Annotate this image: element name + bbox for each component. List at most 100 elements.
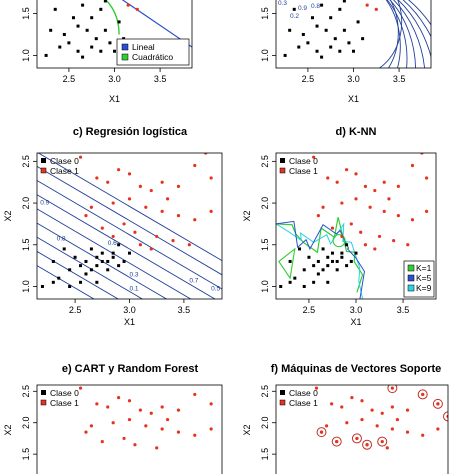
data-point — [316, 259, 320, 263]
data-point — [79, 280, 83, 284]
y-axis-label: X2 — [3, 424, 13, 435]
contour-label: 0.3 — [130, 271, 139, 278]
data-point — [160, 427, 164, 431]
data-point — [375, 424, 379, 428]
legend-label: Clase 1 — [50, 166, 79, 176]
x-tick-label: 3.5 — [178, 305, 191, 315]
data-point — [363, 184, 368, 188]
data-point — [335, 259, 339, 263]
data-point — [40, 284, 44, 288]
data-point — [324, 424, 329, 428]
data-point — [320, 55, 324, 59]
data-point — [355, 436, 359, 441]
data-point — [421, 392, 425, 397]
data-point — [326, 255, 330, 259]
data-point — [314, 386, 319, 390]
x-tick-label: 3.0 — [123, 305, 136, 315]
data-point — [78, 386, 83, 390]
data-point — [51, 280, 55, 284]
data-point — [349, 259, 353, 263]
data-point — [424, 176, 429, 180]
data-point — [297, 45, 301, 49]
data-point — [176, 184, 181, 188]
data-point — [67, 41, 71, 45]
y-tick-label: 2.0 — [260, 197, 270, 210]
contour-label: 0.7 — [189, 277, 198, 284]
y-tick-label: 2.5 — [260, 385, 270, 398]
data-point — [94, 37, 98, 41]
data-point — [356, 20, 360, 24]
panel-title: e) CART y Random Forest — [62, 363, 199, 375]
support-vector-ring — [432, 398, 443, 409]
probability-contour — [37, 265, 95, 299]
data-point — [187, 243, 191, 247]
data-point — [176, 430, 181, 434]
probability-contour — [37, 208, 192, 299]
data-point — [135, 7, 139, 11]
density-contour — [402, 0, 431, 38]
y-tick-label: 2.5 — [21, 155, 31, 168]
y-tick-label: 2.0 — [260, 416, 270, 429]
data-point — [73, 255, 77, 259]
data-point — [316, 213, 320, 218]
data-point — [335, 439, 339, 444]
density-contour — [408, 0, 431, 26]
legend-label: Lineal — [132, 42, 155, 52]
data-point — [51, 259, 55, 263]
probability-contour — [37, 153, 222, 262]
panel-c: c) Regresión logística 0.9 0.8 0.6 0.3 0.1 0.7… — [3, 126, 223, 327]
contour-label: 0.9 — [298, 5, 307, 12]
data-point — [193, 392, 197, 397]
knn-island — [278, 247, 296, 280]
data-point — [79, 264, 83, 268]
data-point — [326, 176, 330, 180]
x-axis-label: X1 — [124, 317, 135, 327]
legend-label: K=1 — [416, 263, 432, 273]
x-tick-label: 3.5 — [154, 74, 167, 84]
data-point — [100, 259, 104, 263]
legend-label: Clase 1 — [50, 398, 79, 408]
data-point — [176, 213, 181, 218]
data-point — [406, 243, 410, 247]
data-point — [370, 408, 374, 412]
data-point — [106, 405, 110, 409]
data-point — [340, 255, 344, 259]
data-point — [117, 20, 121, 24]
data-point — [345, 421, 349, 425]
x-tick-label: 3.5 — [397, 305, 410, 315]
data-point — [90, 45, 94, 49]
data-point — [100, 251, 104, 255]
data-point — [106, 180, 110, 184]
contour-label: 0.9 — [40, 200, 49, 207]
legend-box — [116, 38, 190, 66]
data-point — [78, 155, 83, 159]
panel-title: d) K-NN — [336, 126, 377, 138]
y-tick-label: 1.5 — [260, 7, 270, 20]
data-point — [44, 53, 48, 57]
x-tick-label: 2.5 — [302, 74, 315, 84]
data-point — [111, 255, 115, 259]
data-point — [149, 188, 153, 193]
legend-swatch — [279, 167, 286, 174]
data-point — [138, 184, 142, 188]
data-point — [390, 405, 394, 409]
data-point — [108, 41, 112, 45]
data-point — [122, 222, 126, 226]
data-point — [306, 41, 310, 45]
data-point — [354, 172, 358, 176]
x-tick-label: 2.5 — [63, 74, 76, 84]
data-point — [103, 28, 107, 32]
data-point — [380, 439, 384, 444]
legend-label: Clase 0 — [289, 388, 318, 398]
data-point — [326, 264, 330, 268]
data-point — [155, 446, 159, 450]
data-point — [81, 55, 85, 59]
y-tick-label: 1.5 — [21, 448, 31, 461]
data-point — [387, 197, 391, 201]
data-point — [57, 276, 61, 280]
support-vector-ring — [316, 427, 327, 438]
quadratic-boundary — [104, 0, 120, 35]
data-point — [165, 417, 170, 422]
panel-b: 0.30.2 0.8 0.9 2.5 3.0 3.5 X1 1.0 1.5 — [260, 0, 432, 104]
